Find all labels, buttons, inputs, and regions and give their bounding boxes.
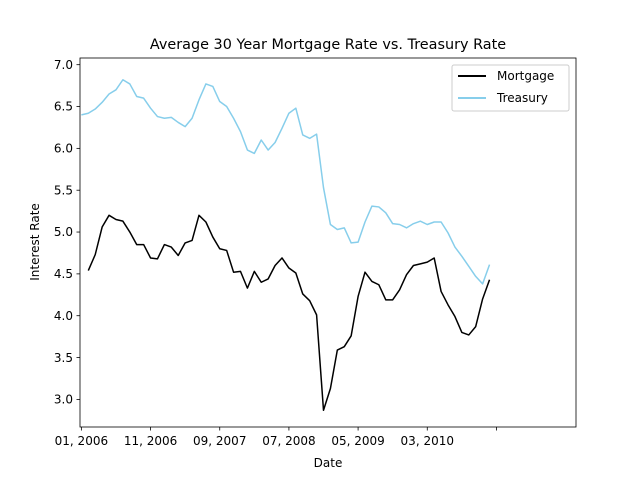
x-tick-label: 03, 2010	[401, 434, 454, 448]
y-tick-label: 3.5	[54, 351, 73, 365]
y-tick-label: 6.5	[54, 100, 73, 114]
chart-title: Average 30 Year Mortgage Rate vs. Treasu…	[150, 37, 506, 53]
x-axis-label: Date	[314, 456, 343, 470]
x-axis-ticks: 01, 2006 11, 2006 09, 2007 07, 2008 05, 2009…	[55, 427, 497, 448]
legend: Mortgage Treasury	[451, 64, 570, 112]
x-tick-label: 05, 2009	[331, 434, 384, 448]
x-tick-label: 01, 2006	[55, 434, 108, 448]
series-line-mortgage	[87, 214, 491, 412]
y-axis-ticks: 3.0 3.5 4.0 4.5 5.0 5.5 6.0 6.5 7.0	[54, 58, 80, 407]
plot-frame	[79, 57, 577, 428]
y-tick-label: 7.0	[54, 58, 73, 72]
x-tick-label: 07, 2008	[262, 434, 315, 448]
legend-treasury-label: Treasury	[496, 91, 548, 105]
y-tick-label: 4.0	[54, 309, 73, 323]
y-tick-label: 5.0	[54, 225, 73, 239]
y-tick-label: 4.5	[54, 267, 73, 281]
x-tick-label: 09, 2007	[193, 434, 246, 448]
y-tick-label: 3.0	[54, 393, 73, 407]
x-tick-label: 11, 2006	[124, 434, 177, 448]
y-axis-label: Interest Rate	[28, 203, 42, 281]
y-tick-label: 5.5	[54, 183, 73, 197]
y-tick-label: 6.0	[54, 142, 73, 156]
series-line-treasury	[81, 79, 491, 285]
legend-mortgage-label: Mortgage	[497, 69, 554, 83]
plot-lines	[81, 79, 491, 412]
